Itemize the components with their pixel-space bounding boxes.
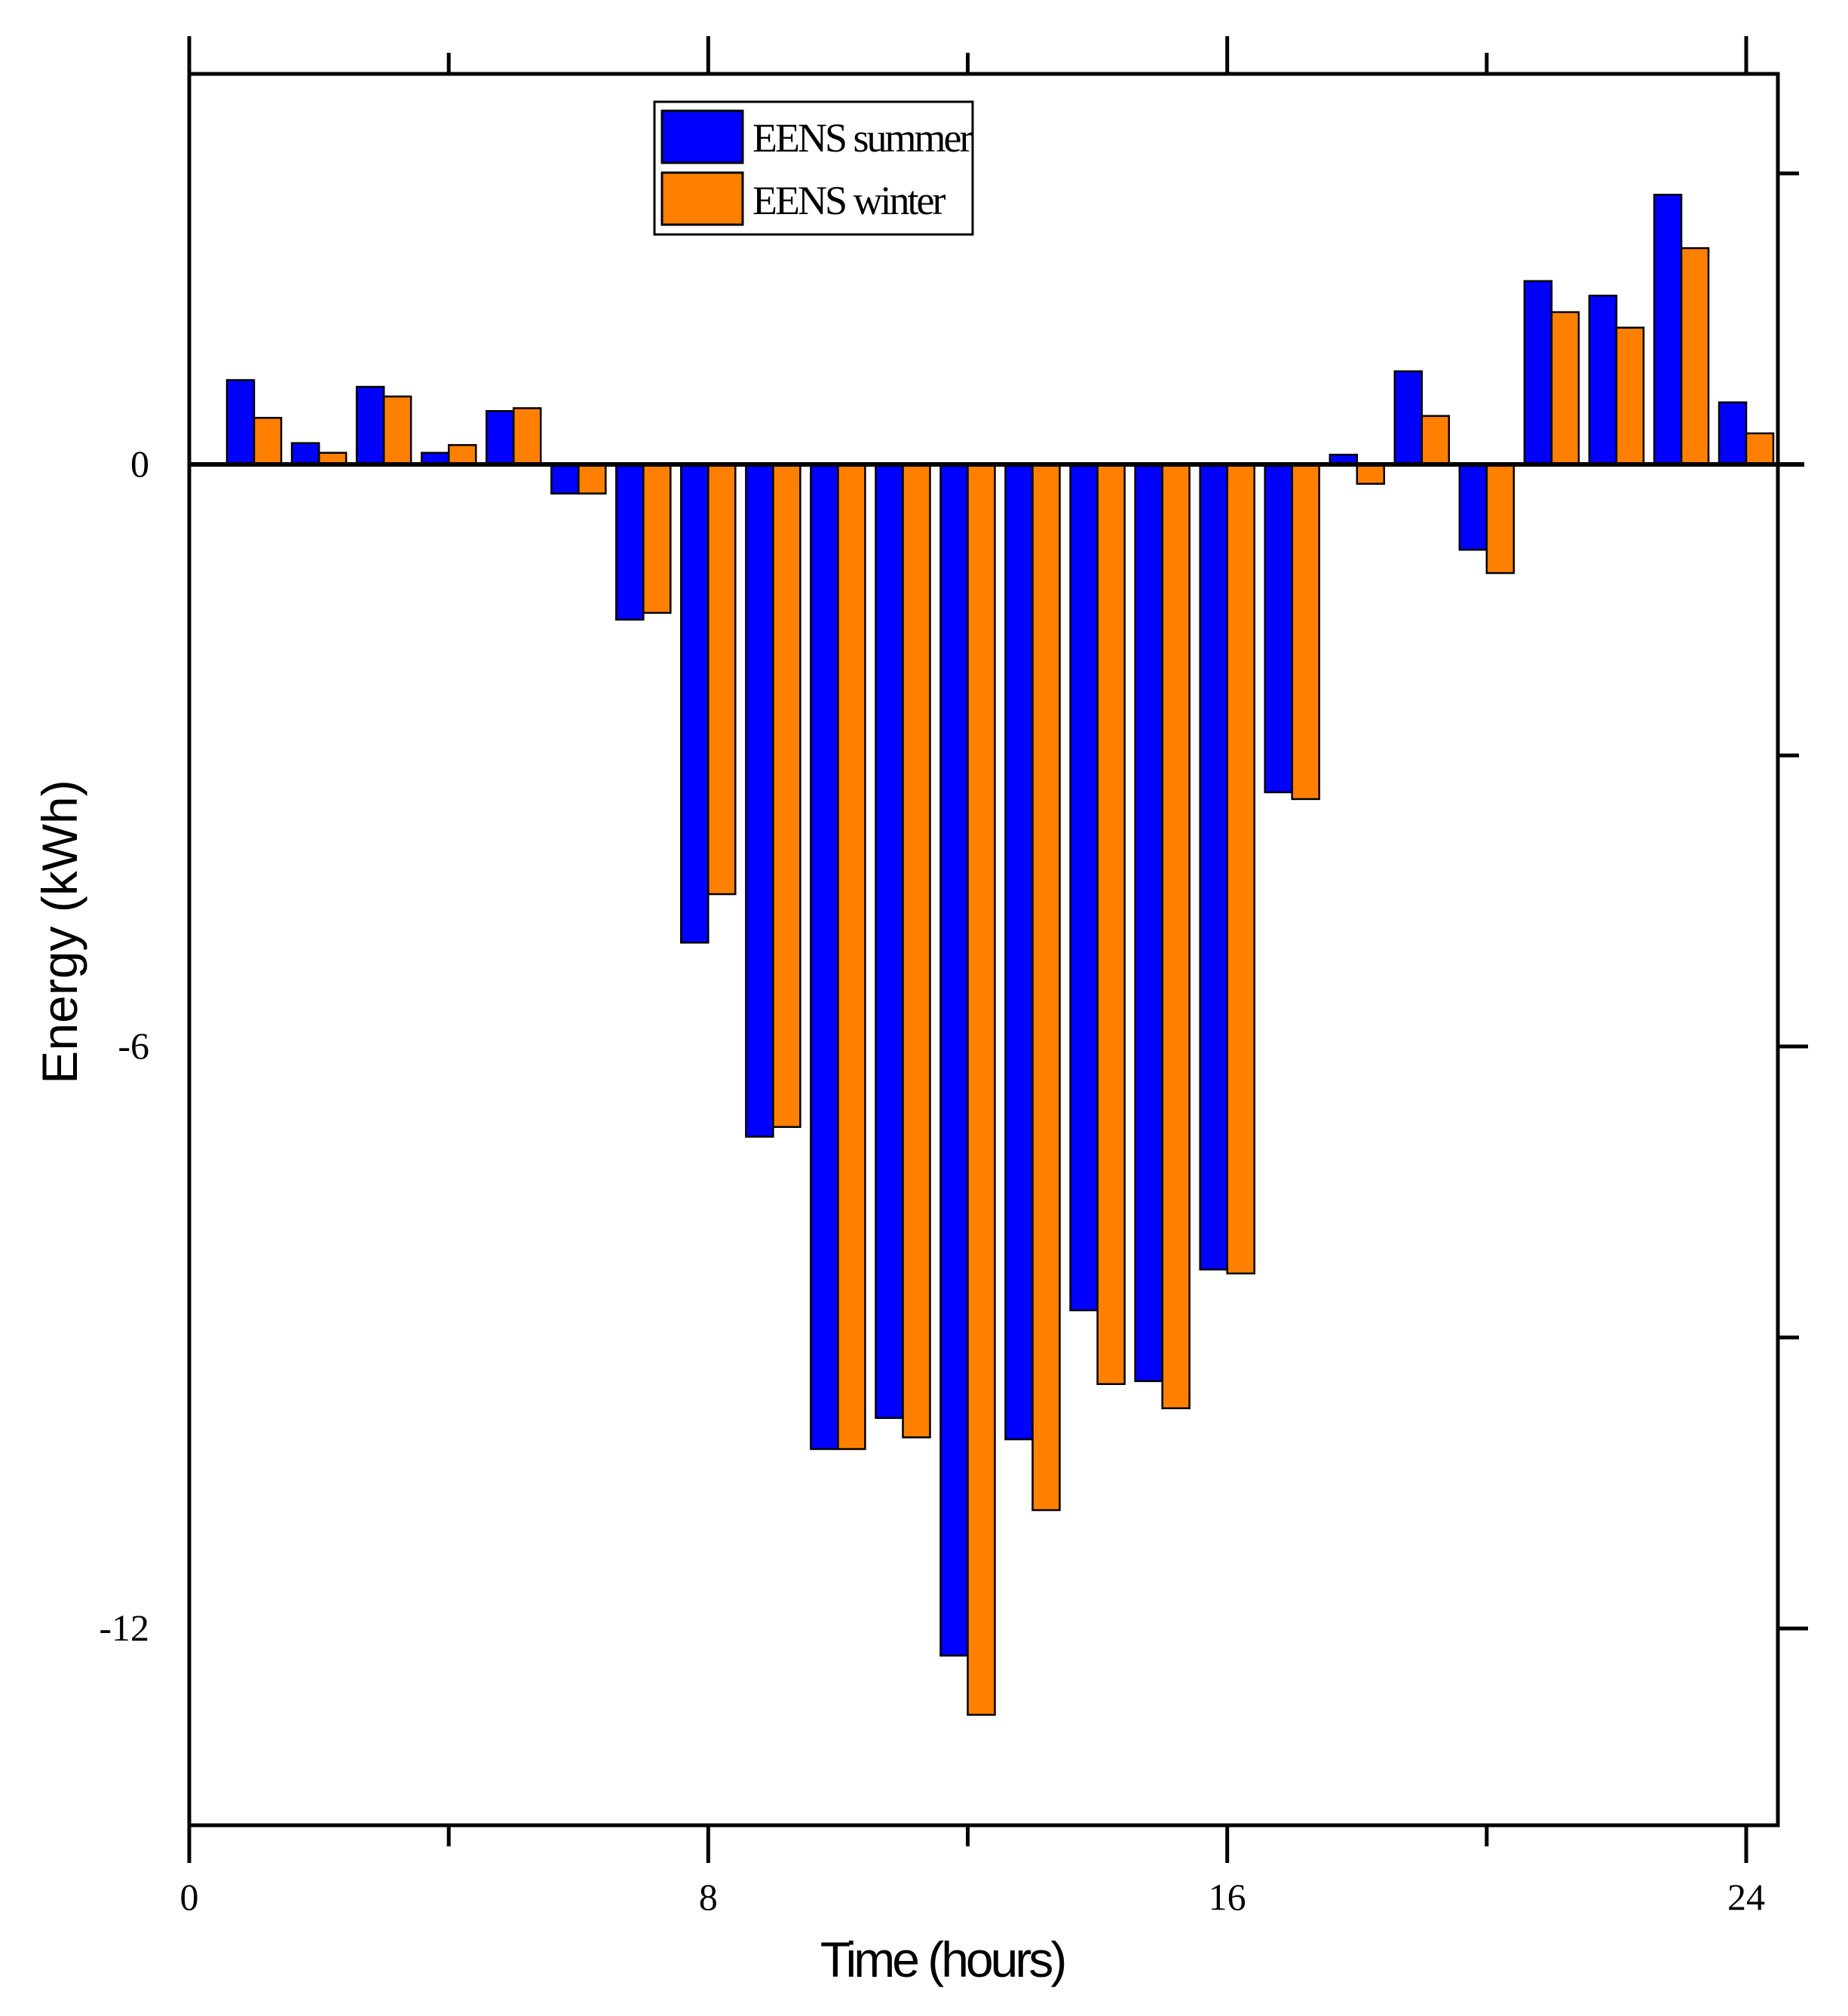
bar-winter-6 (578, 463, 607, 495)
bar-winter-17 (1291, 463, 1320, 801)
bar-winter-19 (1420, 415, 1451, 466)
bar-summer-21 (1523, 280, 1553, 466)
legend-swatch-winter (660, 171, 744, 226)
legend-label-summer: EENS summer (752, 115, 973, 161)
y-tick-label--6: -6 (118, 1025, 149, 1067)
bar-winter-7 (642, 463, 672, 614)
axis-ticks (187, 36, 1808, 1863)
bar-summer-24 (1718, 401, 1748, 466)
bar-summer-17 (1264, 463, 1293, 794)
y-tick-label--12: -12 (99, 1607, 149, 1649)
x-tick-label-0: 0 (180, 1876, 199, 1918)
bar-summer-14 (1069, 463, 1099, 1312)
bar-summer-8 (680, 463, 709, 944)
tick-labels: 0 8 16 24 0 -6 -12 (99, 443, 1765, 1918)
bar-summer-5 (485, 409, 515, 466)
bar-winter-15 (1161, 463, 1191, 1410)
legend-label-winter: EENS winter (752, 178, 945, 223)
bar-summer-12 (939, 463, 969, 1657)
bar-summer-23 (1653, 194, 1683, 466)
bar-summer-13 (1004, 463, 1034, 1441)
bar-summer-16 (1199, 463, 1228, 1271)
bar-winter-16 (1226, 463, 1255, 1275)
bar-winter-11 (902, 463, 931, 1438)
bar-winter-9 (772, 463, 801, 1129)
legend-swatch-summer (660, 109, 744, 164)
bar-summer-1 (225, 378, 256, 466)
y-axis-title: Energy (kWh) (32, 780, 87, 1083)
bar-winter-5 (512, 407, 542, 466)
bar-winter-21 (1550, 311, 1580, 466)
bar-winter-14 (1096, 463, 1126, 1386)
bar-summer-20 (1458, 463, 1488, 551)
bar-winter-4 (447, 444, 477, 466)
x-tick-label-24: 24 (1727, 1876, 1765, 1918)
bar-winter-10 (837, 463, 866, 1451)
bar-summer-10 (810, 463, 839, 1451)
bar-summer-7 (615, 463, 645, 621)
bar-winter-20 (1485, 463, 1515, 574)
bar-summer-3 (355, 385, 385, 466)
bar-summer-9 (745, 463, 774, 1138)
legend: EENS summer EENS winter (653, 100, 975, 236)
bar-summer-22 (1588, 294, 1618, 466)
bar-summer-2 (290, 442, 320, 466)
y-tick-label-0: 0 (130, 443, 149, 485)
bar-winter-12 (967, 463, 996, 1716)
x-axis-title: Time (hours) (820, 1932, 1065, 1987)
bars-group (225, 194, 1775, 1716)
bar-summer-6 (550, 463, 580, 495)
bar-summer-19 (1393, 370, 1424, 466)
bar-winter-23 (1680, 247, 1710, 466)
x-tick-label-8: 8 (699, 1876, 718, 1918)
bar-summer-11 (875, 463, 904, 1420)
plot-frame (187, 72, 1780, 1828)
bar-summer-15 (1134, 463, 1163, 1383)
bar-winter-18 (1356, 463, 1386, 485)
bar-winter-8 (707, 463, 737, 896)
bar-winter-24 (1745, 432, 1775, 466)
x-tick-label-16: 16 (1209, 1876, 1246, 1918)
bar-winter-1 (253, 416, 283, 466)
bar-winter-22 (1615, 326, 1645, 466)
bar-winter-13 (1031, 463, 1061, 1512)
bar-winter-3 (382, 395, 412, 466)
